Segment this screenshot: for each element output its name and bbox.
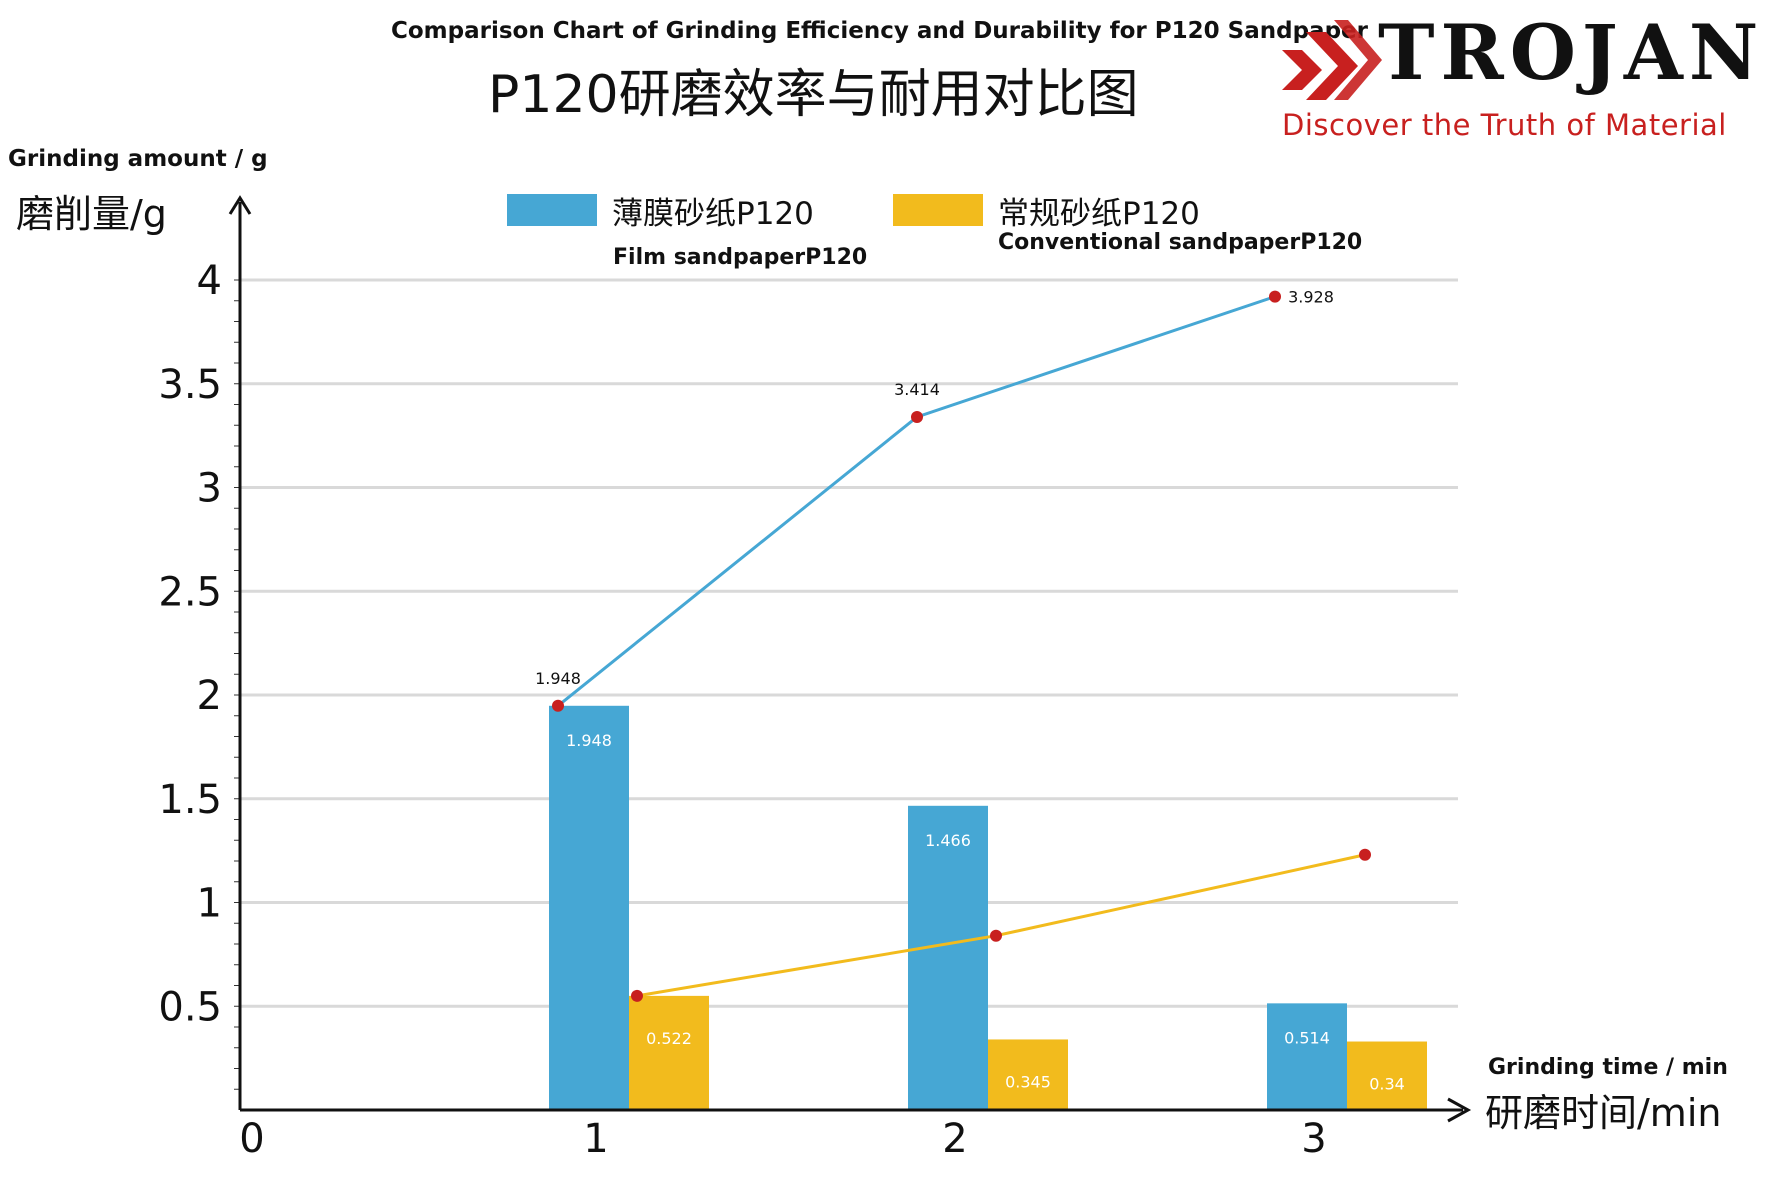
y-tick-label: 2 — [197, 673, 222, 719]
point-film — [552, 699, 564, 712]
point-conventional — [1359, 848, 1371, 861]
bar-conventional — [988, 1039, 1068, 1110]
legend-label-conventional-en: Conventional sandpaperP120 — [998, 230, 1363, 255]
x-axis-arrow — [1447, 1097, 1472, 1123]
bar-film — [1267, 1003, 1347, 1110]
x-axis-label-en: Grinding time / min — [1488, 1055, 1728, 1080]
bar-conventional-value-label: 0.34 — [1369, 1075, 1405, 1094]
legend-label-conventional: 常规砂纸P120 — [998, 196, 1200, 232]
bar-film — [908, 805, 988, 1110]
x-tick-label: 1 — [583, 1116, 608, 1162]
legend-swatch-conventional — [893, 194, 983, 226]
y-tick-label: 1 — [197, 881, 222, 927]
y-tick-label: 2.5 — [158, 569, 222, 615]
bar-film-value-label: 1.466 — [925, 831, 971, 850]
x-tick-label: 2 — [942, 1116, 967, 1162]
point-film-label: 3.928 — [1288, 288, 1334, 307]
y-tick-label: 4 — [197, 258, 222, 304]
bar-film — [549, 705, 629, 1110]
bar-conventional-value-label: 0.345 — [1005, 1072, 1051, 1091]
point-film-label: 3.414 — [894, 380, 940, 399]
x-tick-label: 0 — [239, 1116, 264, 1162]
line-conventional-cumulative — [636, 853, 1366, 998]
y-axis-label-en: Grinding amount / g — [8, 146, 268, 172]
y-tick-label: 3 — [197, 466, 222, 512]
point-film-label: 1.948 — [535, 669, 581, 688]
y-tick-label: 1.5 — [158, 777, 222, 823]
bar-film-value-label: 1.948 — [566, 731, 612, 750]
bar-conventional — [629, 995, 709, 1110]
y-tick-label: 0.5 — [158, 984, 222, 1030]
line-film-cumulative — [557, 295, 1276, 707]
y-axis-arrow — [228, 195, 252, 215]
point-film — [1269, 290, 1281, 303]
bar-conventional-value-label: 0.522 — [646, 1029, 692, 1048]
x-tick-label: 3 — [1301, 1116, 1326, 1162]
legend-swatch-film — [507, 194, 597, 226]
point-film — [911, 410, 923, 423]
y-axis-label: 磨削量/g — [16, 192, 167, 236]
x-axis-label: 研磨时间/min — [1485, 1091, 1722, 1135]
trojan-logo-icon — [1282, 20, 1382, 100]
chart-title: P120研磨效率与耐用对比图 — [488, 65, 1139, 125]
bar-conventional — [1347, 1041, 1427, 1110]
bar-film-value-label: 0.514 — [1284, 1028, 1330, 1047]
chart-subtitle: Comparison Chart of Grinding Efficiency … — [391, 18, 1368, 44]
point-conventional — [631, 989, 643, 1002]
point-conventional — [990, 929, 1002, 942]
legend-label-film-en: Film sandpaperP120 — [613, 245, 868, 270]
brand-name: TROJAN — [1378, 8, 1765, 97]
brand-tagline: Discover the Truth of Material — [1282, 108, 1727, 142]
legend-label-film: 薄膜砂纸P120 — [612, 196, 814, 232]
y-tick-label: 3.5 — [158, 362, 222, 408]
